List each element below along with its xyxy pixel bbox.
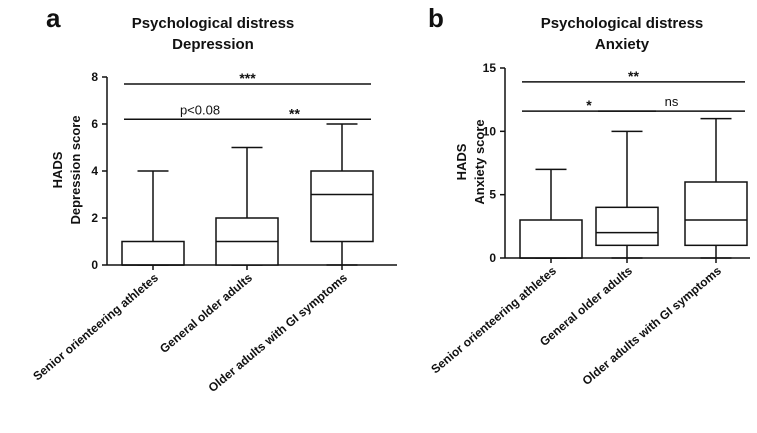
plot-area: 0 2 4 6 8 Senior orienteering athletesGeneral…: [30, 70, 397, 395]
significance-label: *: [586, 97, 592, 113]
y-tick-label: 6: [91, 117, 98, 131]
box-iqr: [121, 240, 185, 266]
y-tick-label: 0: [91, 258, 98, 272]
box-iqr: [519, 219, 583, 259]
chart-title-line2: Anxiety: [595, 36, 650, 53]
significance-label: **: [628, 68, 639, 84]
x-category-label: General older adults: [157, 270, 255, 356]
y-axis-label-line1: HADS: [50, 151, 65, 188]
chart-title-line2: Depression: [172, 36, 254, 53]
x-category-label: Senior orienteering athletes: [30, 270, 161, 383]
panel-letter: b: [428, 3, 444, 33]
y-axis-label-line2: Anxiety score: [472, 119, 487, 204]
y-tick-label: 10: [483, 124, 497, 138]
box-iqr: [595, 206, 659, 247]
y-tick-label: 15: [483, 61, 497, 75]
y-axis-label-line1: HADS: [454, 143, 469, 180]
y-tick-label: 4: [91, 164, 98, 178]
y-tick-label: 0: [489, 251, 496, 265]
x-category-label: Senior orienteering athletes: [428, 263, 559, 376]
y-tick-label: 5: [489, 188, 496, 202]
box-iqr: [310, 170, 374, 243]
chart-title-line1: Psychological distress: [132, 15, 295, 32]
y-tick-label: 2: [91, 211, 98, 225]
significance-label: p<0.08: [180, 102, 220, 117]
panel-letter: a: [46, 3, 61, 33]
y-tick-label: 8: [91, 70, 98, 84]
x-category-label: Older adults with GI symptoms: [580, 263, 725, 388]
panel-a: a Psychological distress Depression HADS…: [30, 3, 397, 395]
significance-label: **: [289, 105, 300, 121]
y-axis-label-line2: Depression score: [68, 115, 83, 224]
box-iqr: [684, 181, 748, 247]
panel-b: b Psychological distress Anxiety HADS An…: [428, 3, 750, 388]
significance-label: ns: [665, 94, 679, 109]
significance-label: ***: [239, 70, 256, 86]
chart-title-line1: Psychological distress: [541, 15, 704, 32]
